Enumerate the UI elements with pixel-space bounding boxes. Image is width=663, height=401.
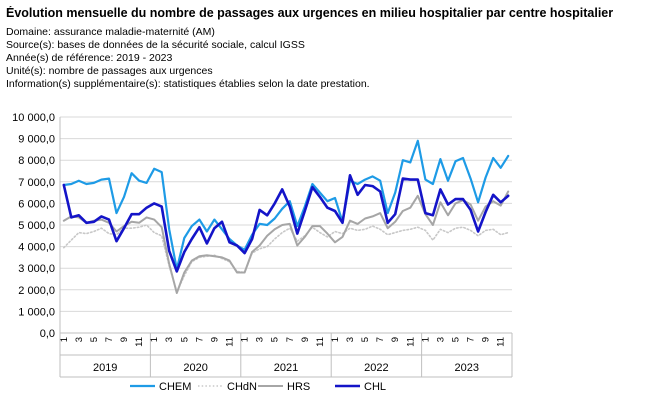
year-label: 2019 bbox=[93, 362, 117, 374]
x-tick-label: 1 bbox=[149, 337, 160, 342]
x-tick-label: 7 bbox=[375, 337, 386, 342]
year-label: 2023 bbox=[455, 362, 479, 374]
x-tick-label: 3 bbox=[74, 337, 85, 342]
x-tick-label: 3 bbox=[345, 337, 356, 342]
series-line-hrs bbox=[62, 190, 510, 294]
x-tick-label: 11 bbox=[315, 337, 326, 347]
y-tick-label: 1 000,0 bbox=[18, 306, 55, 318]
legend-label-chem: CHEM bbox=[159, 381, 191, 393]
x-tick-label: 3 bbox=[435, 337, 446, 342]
meta-info: Information(s) supplémentaire(s): statis… bbox=[6, 78, 370, 90]
meta-years: Année(s) de référence: 2019 - 2023 bbox=[6, 52, 173, 64]
x-tick-label: 9 bbox=[390, 337, 401, 342]
x-tick-label: 5 bbox=[451, 337, 462, 342]
y-tick-label: 6 000,0 bbox=[18, 198, 55, 210]
year-label: 2021 bbox=[274, 362, 298, 374]
y-tick-label: 5 000,0 bbox=[18, 220, 55, 232]
year-label: 2022 bbox=[364, 362, 388, 374]
y-tick-label: 4 000,0 bbox=[18, 242, 55, 254]
series-line-chem bbox=[62, 139, 510, 271]
y-tick-label: 3 000,0 bbox=[18, 263, 55, 275]
x-tick-label: 5 bbox=[89, 337, 100, 342]
x-tick-label: 9 bbox=[209, 337, 220, 342]
legend-label-hrs: HRS bbox=[287, 381, 310, 393]
x-tick-label: 9 bbox=[481, 337, 492, 342]
y-tick-label: 2 000,0 bbox=[18, 285, 55, 297]
y-tick-label: 7 000,0 bbox=[18, 177, 55, 189]
y-tick-label: 9 000,0 bbox=[18, 134, 55, 146]
x-tick-label: 11 bbox=[225, 337, 236, 347]
x-tick-label: 11 bbox=[405, 337, 416, 347]
legend-label-chl: CHL bbox=[364, 381, 386, 393]
x-tick-label: 9 bbox=[119, 337, 130, 342]
meta-domain: Domaine: assurance maladie-maternité (AM… bbox=[6, 26, 215, 38]
x-tick-label: 11 bbox=[496, 337, 507, 347]
x-tick-label: 1 bbox=[240, 337, 251, 342]
x-tick-label: 11 bbox=[134, 337, 145, 347]
series-line-chdn bbox=[62, 224, 510, 293]
y-tick-label: 0,0 bbox=[40, 328, 55, 340]
x-tick-label: 7 bbox=[104, 337, 115, 342]
x-tick-label: 9 bbox=[300, 337, 311, 342]
meta-unit: Unité(s): nombre de passages aux urgence… bbox=[6, 65, 213, 77]
y-tick-label: 10 000,0 bbox=[12, 112, 55, 124]
x-tick-label: 5 bbox=[360, 337, 371, 342]
year-label: 2020 bbox=[183, 362, 207, 374]
meta-source: Source(s): bases de données de la sécuri… bbox=[6, 39, 305, 51]
x-tick-label: 5 bbox=[179, 337, 190, 342]
x-tick-label: 3 bbox=[164, 337, 175, 342]
x-tick-label: 7 bbox=[285, 337, 296, 342]
legend-label-chdn: CHdN bbox=[227, 381, 257, 393]
x-tick-label: 7 bbox=[194, 337, 205, 342]
chart-title: Évolution mensuelle du nombre de passage… bbox=[6, 6, 614, 20]
y-tick-label: 8 000,0 bbox=[18, 155, 55, 167]
x-tick-label: 7 bbox=[466, 337, 477, 342]
x-tick-label: 1 bbox=[59, 337, 70, 342]
x-tick-label: 5 bbox=[270, 337, 281, 342]
series-line-chl bbox=[62, 174, 510, 273]
x-tick-label: 1 bbox=[330, 337, 341, 342]
x-tick-label: 3 bbox=[255, 337, 266, 342]
x-tick-label: 1 bbox=[420, 337, 431, 342]
